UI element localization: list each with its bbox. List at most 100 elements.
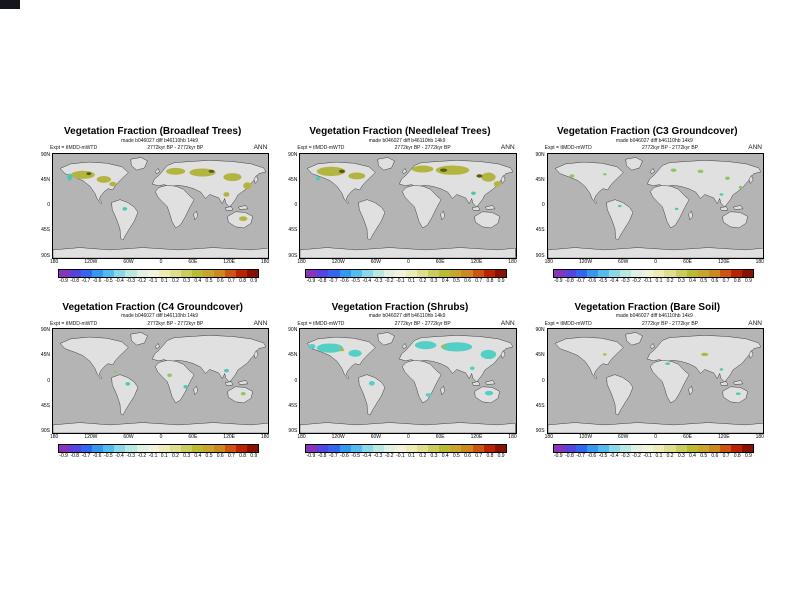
longitude-tick-label: 120E — [223, 258, 235, 265]
colorbar-swatch — [741, 445, 754, 452]
colorbar-tick-label: -0.3 — [373, 277, 383, 284]
anomaly-overlay-negative — [316, 175, 477, 195]
colorbar-swatch — [575, 269, 587, 277]
colorbar-tick-label: -0.1 — [148, 277, 158, 284]
colorbar-tick-label: 0.5 — [700, 453, 708, 459]
colorbar-tick-label: -0.2 — [632, 453, 641, 459]
longitude-tick-label: 180 — [755, 258, 764, 265]
latitude-tick-label: 45N — [40, 352, 50, 359]
colorbar-tick-label: 0.8 — [733, 453, 741, 459]
colorbar-swatch — [317, 445, 329, 452]
colorbar-swatch — [214, 269, 226, 277]
colorbar-tick-label: -0.7 — [576, 453, 585, 459]
latitude-tick-label: 45S — [535, 227, 545, 234]
longitude-tick-label: 0 — [654, 434, 658, 440]
latitude-tick-label: 45S — [41, 402, 50, 409]
longitude-tick-label: 180 — [260, 258, 270, 265]
colorbar-swatch — [394, 269, 407, 277]
period-label: 2772kyr BP - 2772kyr BP — [394, 145, 451, 151]
colorbar-swatch — [406, 445, 418, 452]
colorbar-tick-label: -0.9 — [553, 453, 563, 459]
colorbar-swatch — [147, 445, 159, 452]
colorbar-swatch — [180, 445, 192, 452]
colorbar-swatch — [631, 269, 643, 277]
colorbar-tick-label: 0.5 — [205, 453, 213, 459]
latitude-tick-label: 45S — [288, 227, 298, 234]
latitude-tick-label: 0 — [294, 202, 298, 208]
longitude-tick-label: 60W — [370, 258, 381, 265]
colorbar-tick-label: 0.7 — [475, 453, 483, 459]
colorbar-swatch — [125, 269, 137, 277]
colorbar-swatch — [158, 269, 170, 277]
longitude-tick-label: 0 — [406, 434, 410, 440]
anomaly-overlay — [113, 370, 246, 396]
anomaly-overlay — [569, 167, 743, 189]
longitude-tick-label: 120W — [84, 258, 98, 265]
colorbar-tick-label: 0.6 — [216, 277, 224, 284]
colorbar-swatch — [708, 269, 720, 277]
colorbar-swatch — [675, 445, 687, 452]
colorbar-swatches — [305, 444, 507, 453]
period-label: 2772kyr BP - 2772kyr BP — [641, 320, 699, 327]
map-area: 90N 45N 0 45S 90S — [531, 152, 764, 259]
colorbar-tick-label: 0.2 — [419, 453, 427, 459]
longitude-tick-label: 120W — [84, 434, 98, 440]
colorbar-swatch — [339, 445, 351, 452]
colorbar-tick-label: 0.7 — [227, 453, 235, 459]
colorbar-tick-label: 0.4 — [689, 277, 696, 284]
run-metadata-line: made b046027 diff b46110hb 14k9 — [615, 137, 693, 144]
colorbar-tick-label: 0.9 — [250, 277, 258, 284]
panel-title: Vegetation Fraction (Shrubs) — [331, 301, 469, 313]
colorbar-tick-label: -0.8 — [70, 277, 80, 284]
map-area: 90N 45N 0 45S 90S — [531, 328, 764, 434]
colorbar-swatch — [383, 445, 395, 452]
colorbar: -0.9 -0.8 -0.7 -0.6 -0.5 -0.4 -0.3 -0.2 -0.1 0.1 0… — [305, 268, 507, 284]
colorbar-swatch — [203, 445, 215, 452]
anomaly-overlay — [602, 352, 708, 357]
colorbar-swatch — [719, 269, 731, 277]
longitude-tick-label: 120E — [717, 258, 730, 265]
colorbar-swatch — [158, 445, 170, 452]
longitude-tick-label: 180 — [755, 434, 764, 440]
colorbar-swatch — [169, 269, 181, 277]
colorbar-tick-label: -0.3 — [621, 277, 630, 284]
latitude-tick-label: 0 — [47, 202, 50, 208]
colorbar-swatch — [653, 269, 665, 277]
colorbar-swatch — [236, 269, 248, 277]
season-label: ANN — [253, 319, 268, 327]
season-label: ANN — [500, 319, 515, 327]
longitude-axis-labels: 180 120W 60W 0 60E 120E 180 — [50, 434, 269, 440]
colorbar-tick-label: -0.9 — [306, 277, 316, 284]
colorbar-tick-label: -0.8 — [565, 453, 574, 459]
colorbar-swatch — [642, 269, 654, 277]
colorbar-swatches — [305, 268, 507, 278]
colorbar: -0.9 -0.8 -0.7 -0.6 -0.5 -0.4 -0.3 -0.2 -0.1 0.1 0… — [305, 444, 507, 459]
colorbar-swatch — [147, 269, 159, 277]
colorbar-tick-label: -0.9 — [306, 453, 316, 459]
anomaly-overlay-negative — [67, 173, 128, 211]
colorbar-tick-label: 0.7 — [475, 277, 483, 284]
map-area: 90N 45N 0 45S 90S — [36, 152, 270, 259]
colorbar-tick-label: 0.7 — [722, 277, 730, 284]
colorbar-labels: -0.9 -0.8 -0.7 -0.6 -0.5 -0.4 -0.3 -0.2 -0.1 0.1 0… — [58, 277, 259, 284]
colorbar-swatch — [450, 445, 462, 452]
colorbar-tick-label: 0.2 — [666, 277, 674, 284]
longitude-tick-label: 120E — [717, 434, 730, 440]
longitude-tick-label: 180 — [544, 258, 553, 265]
longitude-tick-label: 180 — [508, 434, 517, 440]
period-label: 2772kyr BP - 2772kyr BP — [641, 145, 699, 151]
longitude-tick-label: 120W — [578, 258, 593, 265]
latitude-tick-label: 45S — [535, 402, 545, 409]
colorbar-tick-label: -0.7 — [81, 277, 91, 284]
colorbar-tick-label: 0.3 — [430, 453, 438, 459]
colorbar-tick-label: 0.9 — [497, 453, 505, 459]
season-label: ANN — [253, 144, 268, 151]
longitude-tick-label: 60E — [435, 434, 445, 440]
colorbar-tick-label: 0.2 — [419, 277, 427, 284]
longitude-tick-label: 60E — [683, 434, 692, 440]
panel-grid: Vegetation Fraction (Broadleaf Trees) ma… — [36, 126, 764, 459]
colorbar-tick-label: -0.7 — [328, 277, 338, 284]
panel-c4-groundcover: Vegetation Fraction (C4 Groundcover) mad… — [36, 302, 270, 460]
colorbar-tick-label: 0.4 — [689, 453, 696, 459]
colorbar-tick-label: -0.2 — [137, 277, 147, 284]
